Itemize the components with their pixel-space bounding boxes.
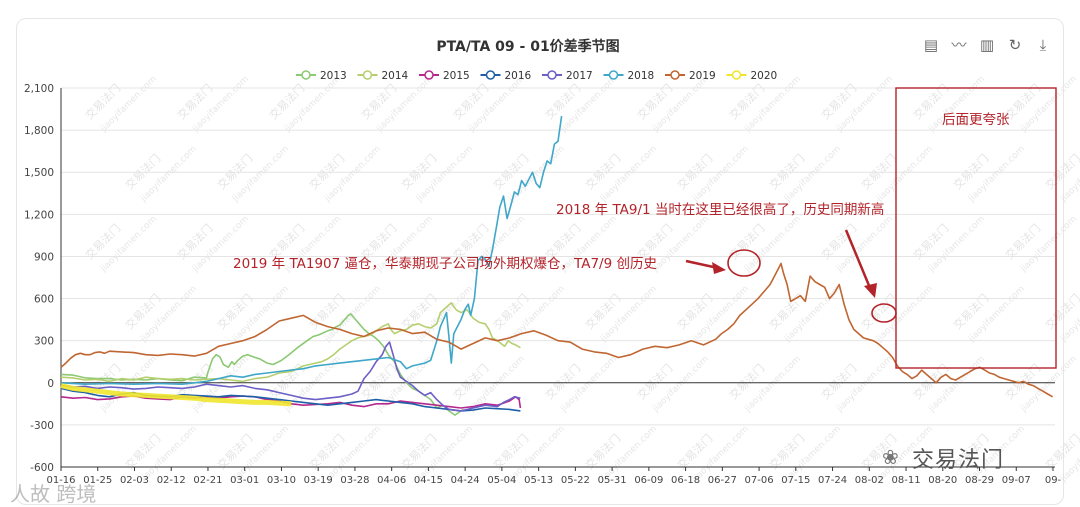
x-tick-label: 06-27: [708, 475, 737, 486]
bar-chart-icon[interactable]: ▥: [979, 36, 995, 54]
legend-label: 2013: [320, 70, 347, 82]
x-tick-label: 01-16: [46, 475, 75, 486]
highlight-box-later: [895, 87, 1057, 369]
x-tick-label: 03-28: [340, 475, 369, 486]
annotation-later: 后面更夸张: [942, 112, 1010, 128]
x-tick-label: 06-18: [671, 475, 700, 486]
x-tick-label: 08-20: [928, 475, 957, 486]
legend-label: 2016: [505, 70, 532, 82]
x-tick-label: 07-15: [781, 475, 810, 486]
x-tick-label: 04-06: [377, 475, 406, 486]
x-tick-label: 03-19: [304, 475, 333, 486]
arrow-2019-head: [712, 262, 726, 274]
arrow-2018-head: [864, 283, 877, 298]
series-line-2020: [60, 383, 292, 407]
legend-marker: [485, 70, 496, 80]
restore-icon[interactable]: ↻: [1008, 36, 1022, 54]
legend-marker: [301, 70, 311, 80]
x-tick-label: 04-24: [451, 475, 480, 486]
legend-label: 2019: [689, 70, 716, 82]
chart-frame: [16, 18, 1064, 505]
x-tick-label: 06-09: [634, 475, 663, 486]
arrow-2019-shaft: [685, 259, 719, 270]
y-tick-label: 0: [47, 378, 54, 390]
x-tick-label: 07-24: [818, 475, 847, 486]
x-tick-label: 02-21: [193, 475, 222, 486]
y-tick-label: 1,800: [24, 125, 54, 137]
legend-marker: [670, 70, 680, 80]
x-tick-label: 09-07: [1002, 475, 1031, 486]
x-tick-label: 08-02: [855, 475, 884, 486]
x-tick-label: 05-04: [487, 475, 516, 486]
legend-label: 2015: [443, 70, 470, 82]
series-line-2018: [60, 115, 563, 386]
annotation-2018: 2018 年 TA9/1 当时在这里已经很高了，历史同期新高: [556, 201, 884, 218]
annotation-2019: 2019 年 TA1907 逼仓，华泰期现子公司场外期权爆仓，TA7/9 创历史: [233, 255, 657, 272]
y-tick-label: -600: [30, 462, 54, 474]
corner-watermark: 人故 跨境: [10, 482, 97, 506]
x-tick-label: 07-06: [745, 475, 774, 486]
legend-label: 2018: [628, 70, 655, 82]
arrow-2018-shaft: [844, 229, 872, 289]
legend-marker: [547, 70, 557, 80]
series-line-2017: [60, 341, 521, 412]
x-tick-label: 04-15: [414, 475, 443, 486]
legend-label: 2020: [751, 70, 778, 82]
chart-toolbar: ▤ 〰 ▥ ↻ ⤓: [922, 36, 1052, 54]
x-tick-label: 03-01: [230, 475, 259, 486]
line-chart-icon[interactable]: 〰: [951, 36, 967, 54]
x-tick-label: 09-: [1045, 475, 1062, 486]
legend-marker: [731, 70, 742, 80]
x-tick-label: 02-12: [157, 475, 186, 486]
x-tick-label: 01-25: [83, 475, 112, 486]
y-tick-label: -300: [30, 420, 54, 432]
series-line-2013: [60, 313, 464, 416]
legend-marker: [608, 70, 619, 80]
x-tick-label: 05-13: [524, 475, 553, 486]
wechat-icon: ❀: [882, 445, 899, 469]
circle-2019-peak: [727, 249, 761, 277]
x-tick-label: 08-29: [965, 475, 994, 486]
x-tick-label: 08-11: [892, 475, 921, 486]
download-icon[interactable]: ⤓: [1039, 36, 1047, 54]
x-tick-label: 05-31: [598, 475, 627, 486]
series-line-2019: [60, 262, 1053, 398]
chart-title: PTA/TA 09 - 01价差季节图: [436, 38, 619, 55]
x-tick-label: 05-22: [561, 475, 590, 486]
legend-marker: [424, 70, 434, 80]
y-tick-label: 1,500: [24, 167, 54, 179]
y-tick-label: 600: [34, 294, 54, 306]
legend-label: 2017: [566, 70, 593, 82]
y-tick-label: 900: [34, 251, 54, 263]
legend-marker: [362, 70, 373, 80]
x-tick-label: 02-03: [120, 475, 149, 486]
y-tick-label: 2,100: [24, 83, 54, 95]
y-tick-label: 300: [34, 336, 54, 348]
y-tick-label: 1,200: [24, 209, 54, 221]
brand-label: 交易法门: [912, 448, 1005, 473]
data-view-icon[interactable]: ▤: [923, 36, 939, 54]
legend-label: 2014: [382, 70, 409, 82]
x-tick-label: 03-10: [267, 475, 296, 486]
